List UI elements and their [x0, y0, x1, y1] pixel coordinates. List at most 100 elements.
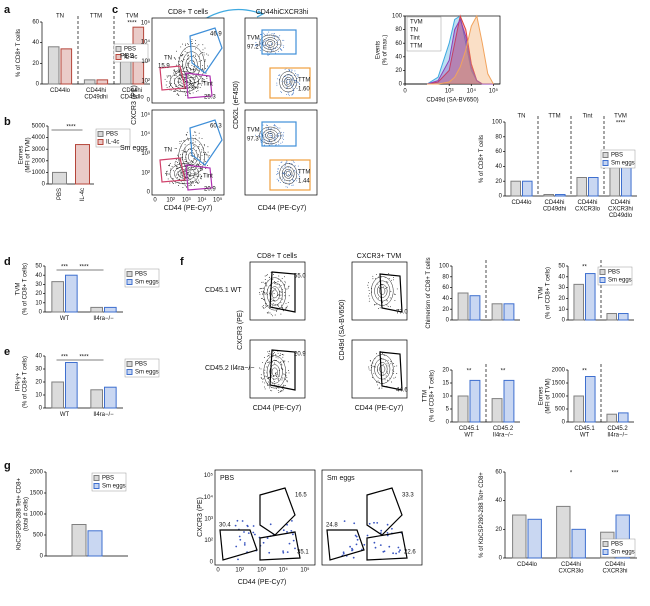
- flow-event: [278, 74, 280, 76]
- flow-event: [186, 131, 188, 133]
- y-tick-label: 60: [395, 41, 402, 47]
- flow-plot-frame: [249, 339, 306, 399]
- flow-event: [283, 45, 285, 47]
- flow-event: [192, 181, 194, 182]
- flow-event: [254, 134, 256, 136]
- flow-tick-label: 10³: [182, 198, 191, 204]
- flow-event: [201, 60, 202, 62]
- flow-event: [297, 81, 299, 83]
- significance-label: *: [570, 471, 573, 477]
- flow-event: [287, 370, 289, 371]
- flow-event: [181, 149, 183, 151]
- flow-event: [267, 127, 269, 129]
- flow-event: [179, 178, 180, 180]
- y-tick-label: 2000: [552, 368, 566, 374]
- flow-event: [266, 136, 268, 138]
- x-tick-label: 10³: [445, 89, 454, 95]
- flow-event: [187, 64, 188, 66]
- flow-event: [278, 179, 280, 181]
- flow-event: [260, 42, 261, 44]
- flow-event: [185, 177, 187, 178]
- flow-event: [170, 83, 172, 85]
- flow-event: [378, 297, 379, 299]
- legend-label: Sm eggs: [611, 161, 635, 167]
- flow-event: [283, 385, 285, 387]
- bar: [457, 395, 469, 423]
- flow-event: [387, 371, 388, 373]
- flow-event: [368, 368, 370, 370]
- flow-event: [263, 40, 265, 42]
- flow-event: [387, 379, 389, 381]
- flow-event: [195, 82, 196, 84]
- flow-tick-label: 10²: [235, 568, 244, 574]
- flow-event: [288, 94, 290, 96]
- flow-event: [280, 313, 282, 315]
- y-tick-label: 20: [495, 527, 502, 533]
- flow-event: [272, 49, 274, 51]
- flow-contour: [259, 126, 282, 145]
- y-tick-label: 60: [495, 470, 502, 476]
- y-tick-label: 5: [446, 407, 450, 413]
- bar: [585, 273, 596, 321]
- flow-title: CD44hiCXCR3hi: [256, 9, 309, 16]
- flow-event: [393, 279, 395, 281]
- flow-event: [192, 142, 194, 143]
- flow-event: [166, 174, 167, 176]
- flow-event: [262, 291, 264, 293]
- flow-event: [396, 373, 398, 374]
- y-axis-label: TVM(% of CD8+ T cells): [538, 267, 551, 319]
- flow-event: [291, 84, 293, 86]
- flow-event: [205, 168, 207, 169]
- flow-event: [182, 53, 184, 55]
- flow-event: [288, 170, 290, 171]
- flow-event: [282, 551, 285, 554]
- flow-event: [292, 90, 294, 92]
- flow-event: [268, 350, 270, 352]
- flow-event: [183, 182, 185, 184]
- flow-event: [165, 84, 167, 86]
- flow-event: [168, 75, 170, 77]
- flow-event: [198, 168, 200, 170]
- flow-event: [291, 85, 293, 87]
- flow-event: [185, 174, 187, 176]
- flow-event: [207, 146, 209, 148]
- flow-event: [286, 380, 287, 382]
- flow-event: [273, 379, 275, 381]
- flow-event: [180, 78, 182, 80]
- flow-event: [384, 379, 386, 381]
- x-tick-label: CD44hi CXCR3hi CD49dlo: [608, 200, 633, 219]
- flow-event: [262, 361, 264, 363]
- flow-event: [267, 312, 269, 314]
- flow-event: [263, 308, 265, 310]
- flow-tick-label: 0: [216, 568, 220, 574]
- flow-event: [266, 355, 268, 357]
- flow-event: [186, 186, 187, 188]
- flow-event: [268, 376, 270, 378]
- flow-event: [290, 167, 291, 169]
- gate-value: 20.9: [204, 187, 216, 193]
- y-tick-label: 0: [499, 194, 503, 200]
- flow-event: [173, 90, 175, 92]
- legend-swatch: [93, 475, 100, 481]
- legend-label: IL-4c: [124, 55, 137, 61]
- flow-event: [396, 365, 398, 367]
- flow-event: [275, 126, 277, 128]
- flow-event: [179, 141, 181, 143]
- flow-event: [179, 159, 180, 161]
- flow-event: [343, 520, 346, 522]
- flow-event: [388, 545, 391, 548]
- flow-event: [369, 360, 371, 362]
- bar: [51, 381, 64, 409]
- flow-event: [262, 287, 264, 289]
- flow-event: [234, 524, 237, 527]
- flow-gate: [159, 157, 186, 183]
- flow-tick-label: 10⁴: [204, 494, 214, 501]
- flow-event: [372, 377, 373, 378]
- flow-event: [372, 275, 374, 277]
- gate-value: 20.9: [294, 352, 306, 358]
- x-tick-label: CD44hi CD49dlo: [120, 88, 144, 101]
- flow-event: [286, 87, 288, 89]
- flow-event: [192, 144, 194, 146]
- flow-event: [190, 83, 192, 85]
- flow-contour: [267, 133, 274, 138]
